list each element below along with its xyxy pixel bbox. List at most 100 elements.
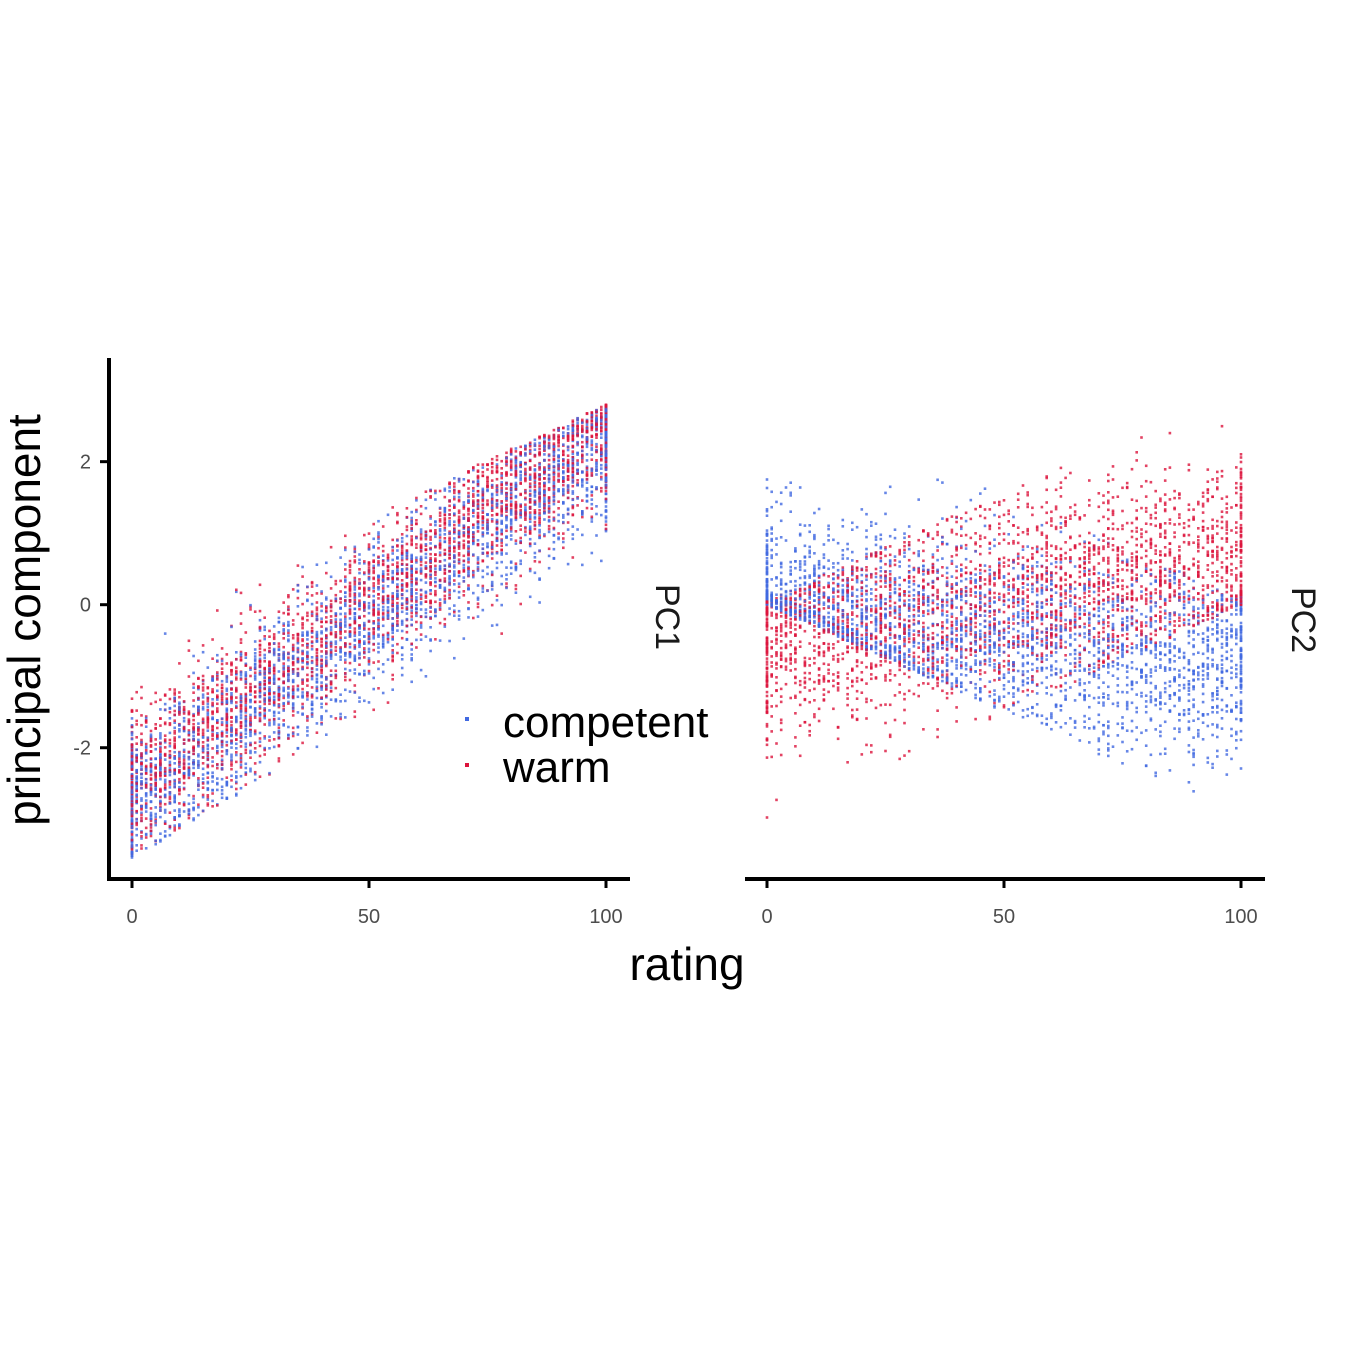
point-warm: [438, 536, 442, 539]
point-competent: [400, 569, 404, 573]
point-warm: [263, 693, 266, 697]
point-warm: [159, 802, 162, 806]
point-warm: [405, 507, 409, 510]
point-competent: [453, 556, 456, 560]
point-competent: [372, 687, 375, 691]
point-warm: [391, 601, 394, 605]
point-warm: [325, 646, 328, 649]
point-competent: [339, 700, 342, 703]
point-warm: [547, 487, 551, 490]
point-competent: [505, 566, 508, 569]
point-warm: [372, 708, 375, 712]
point-warm: [400, 588, 404, 591]
point-competent: [135, 818, 138, 821]
point-competent: [566, 425, 570, 428]
point-competent: [519, 470, 522, 473]
point-warm: [500, 483, 503, 487]
point-competent: [310, 602, 314, 606]
point-warm: [173, 746, 176, 750]
point-warm: [448, 546, 451, 550]
point-warm: [159, 773, 162, 777]
point-competent: [216, 719, 219, 722]
point-competent: [144, 806, 148, 810]
point-competent: [472, 468, 475, 472]
point-warm: [533, 481, 537, 484]
point-warm: [206, 709, 210, 712]
point-warm: [453, 523, 456, 527]
point-competent: [363, 600, 366, 604]
point-competent: [396, 557, 399, 560]
point-competent: [253, 707, 257, 710]
point-warm: [339, 646, 342, 649]
point-warm: [490, 533, 494, 537]
point-warm: [348, 611, 352, 614]
point-warm: [325, 571, 328, 575]
point-warm: [358, 568, 361, 571]
point-warm: [197, 713, 200, 716]
point-competent: [604, 510, 608, 513]
point-warm: [590, 443, 594, 447]
point-competent: [543, 437, 546, 440]
point-warm: [372, 584, 375, 588]
point-competent: [552, 451, 556, 455]
point-warm: [353, 715, 357, 719]
point-warm: [528, 466, 532, 469]
point-competent: [495, 518, 499, 522]
point-warm: [410, 574, 413, 577]
point-competent: [325, 645, 328, 648]
point-warm: [235, 666, 238, 669]
point-warm: [268, 629, 271, 633]
point-competent: [581, 449, 584, 453]
point-competent: [505, 586, 508, 590]
point-warm: [500, 548, 503, 552]
point-competent: [505, 578, 508, 581]
point-warm: [367, 570, 371, 574]
point-warm: [519, 541, 522, 545]
point-competent: [310, 631, 314, 634]
point-warm: [405, 542, 409, 546]
point-warm: [353, 560, 357, 564]
point-competent: [168, 744, 172, 748]
point-warm: [182, 781, 186, 785]
point-warm: [253, 729, 257, 732]
point-warm: [434, 529, 437, 532]
point-warm: [419, 563, 423, 567]
point-competent: [509, 572, 513, 575]
point-competent: [296, 733, 300, 736]
point-competent: [562, 487, 565, 491]
point-warm: [192, 718, 195, 722]
point-competent: [377, 519, 380, 523]
point-warm: [590, 428, 594, 432]
point-warm: [519, 445, 522, 449]
point-competent: [576, 528, 579, 531]
point-competent: [230, 785, 233, 789]
point-warm: [443, 597, 447, 601]
point-competent: [320, 602, 323, 605]
point-warm: [396, 544, 399, 547]
point-competent: [528, 569, 532, 573]
point-warm: [201, 728, 205, 732]
point-warm: [201, 702, 205, 706]
point-warm: [467, 540, 470, 544]
point-competent: [547, 566, 551, 570]
point-warm: [272, 717, 276, 721]
point-warm: [220, 671, 224, 674]
point-warm: [315, 651, 319, 655]
point-warm: [291, 634, 295, 637]
point-warm: [258, 625, 262, 629]
point-warm: [547, 501, 551, 505]
point-competent: [353, 617, 357, 621]
point-warm: [415, 600, 418, 603]
point-warm: [296, 564, 300, 567]
point-warm: [220, 647, 224, 650]
point-warm: [462, 534, 466, 538]
point-warm: [353, 593, 357, 596]
point-warm: [168, 723, 172, 727]
point-warm: [263, 679, 266, 683]
point-warm: [263, 714, 266, 718]
point-competent: [600, 432, 603, 436]
point-competent: [571, 460, 575, 463]
point-competent: [163, 778, 167, 782]
point-competent: [263, 700, 266, 703]
point-competent: [282, 628, 285, 631]
